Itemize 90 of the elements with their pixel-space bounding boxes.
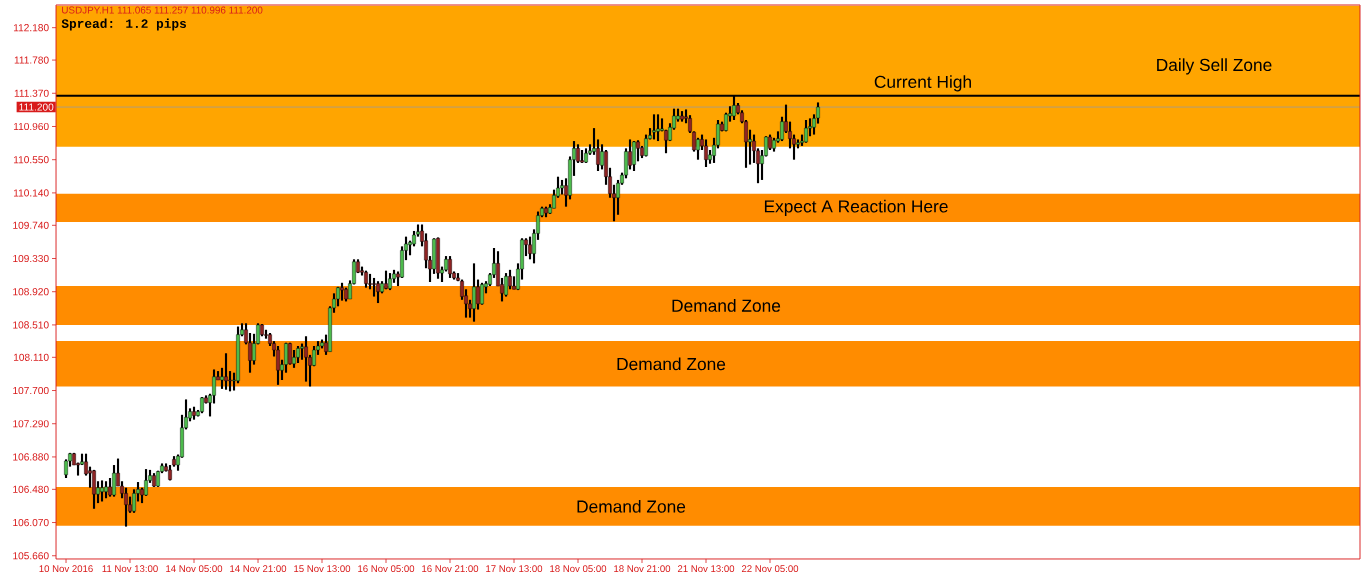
candlestick [288,341,292,366]
candlestick [476,278,480,311]
ref-line-label: 111.200 [19,103,54,111]
candlestick [372,276,376,298]
candlestick [664,128,668,155]
candlestick [192,405,196,421]
x-tick-label: 22 Nov 05:00 [741,565,799,573]
candlestick [680,110,684,123]
x-tick-label: 17 Nov 13:00 [486,565,543,573]
candlestick [436,236,440,280]
candlestick [92,468,96,510]
candlestick [112,463,116,498]
y-tick-label: 109.740 [13,221,49,229]
band-label: Daily Sell Zone [1157,58,1272,75]
y-tick-label: 111.780 [14,56,49,64]
candlestick [384,269,388,291]
x-tick-label: 11 Nov 13:00 [102,565,158,573]
y-tick-label: 105.660 [13,552,49,560]
candlestick [72,451,76,467]
candlestick [200,395,204,415]
candlestick [704,138,708,169]
y-tick-label: 111.370 [14,89,49,97]
candlestick [544,205,548,219]
x-tick-label: 14 Nov 21:00 [230,565,287,573]
x-tick-label: 14 Nov 05:00 [166,565,223,573]
candlestick [376,280,380,305]
x-tick-label: 18 Nov 05:00 [550,565,607,573]
x-tick-label: 18 Nov 21:00 [614,565,671,573]
candlestick [296,344,300,365]
candlestick [364,269,368,289]
candlestick [100,479,104,503]
x-tick-label: 10 Nov 2016 [39,565,93,573]
candlestick [300,342,304,361]
y-tick-label: 106.480 [13,485,49,493]
band-label: Demand Zone [577,499,686,513]
x-tick-label: 15 Nov 13:00 [294,565,351,573]
candlestick [584,147,588,164]
band-label: Expect A Reaction Here [764,199,948,216]
candlestick [632,139,636,173]
y-tick-label: 108.510 [13,321,49,329]
candlestick [368,272,372,291]
x-tick-label: 21 Nov 13:00 [677,565,735,573]
y-tick-label: 110.960 [13,122,49,131]
candlestick [340,281,344,302]
candlestick [168,463,172,482]
text: Spread: 1.2 pips [61,18,187,31]
y-tick-label: 106.880 [13,453,49,461]
y-tick-label: 106.070 [13,518,49,527]
candlestick [388,272,392,292]
band-label: Demand Zone [672,299,781,312]
y-tick-label: 109.330 [13,254,49,263]
candlestick [228,370,232,393]
x-tick-label: 16 Nov 05:00 [358,565,415,573]
candlestick [768,133,772,152]
ref-line-label: Current High [874,75,971,92]
y-tick-label: 108.920 [13,288,49,296]
candlestick [152,472,156,488]
y-tick-label: 110.550 [13,156,49,164]
candlestick [276,344,280,386]
x-tick-label: 16 Nov 21:00 [422,565,479,573]
chart-title: USDJPY.H1 111.065 111.257 110.996 111.200 [62,6,263,14]
candlestick [264,328,268,340]
candlestick [224,352,228,391]
y-tick-label: 107.290 [13,420,49,428]
candlestick [636,139,640,163]
candlestick [104,480,108,500]
y-tick-label: 108.110 [13,353,49,361]
band-label: Demand Zone [617,357,726,371]
candlestick [380,280,384,295]
candlestick [480,281,484,306]
y-tick-label: 110.140 [13,189,49,197]
candlestick [304,335,308,383]
candlestick [220,366,224,390]
candlestick [528,235,532,261]
y-tick-label: 107.700 [13,386,49,395]
candlestick [448,255,452,280]
candlestick [656,113,660,143]
y-tick-label: 112.180 [13,24,49,32]
candlestick [644,133,648,158]
candlestick [172,455,176,468]
candlestick [108,476,112,498]
candlestick [504,272,508,298]
candlestick [344,286,348,303]
candlestick [796,138,800,150]
candlestick [652,113,656,141]
candlestick [472,262,476,323]
candlestick [580,148,584,164]
candlestick [560,178,564,196]
candlestick [804,118,808,144]
candlestick [696,136,700,161]
